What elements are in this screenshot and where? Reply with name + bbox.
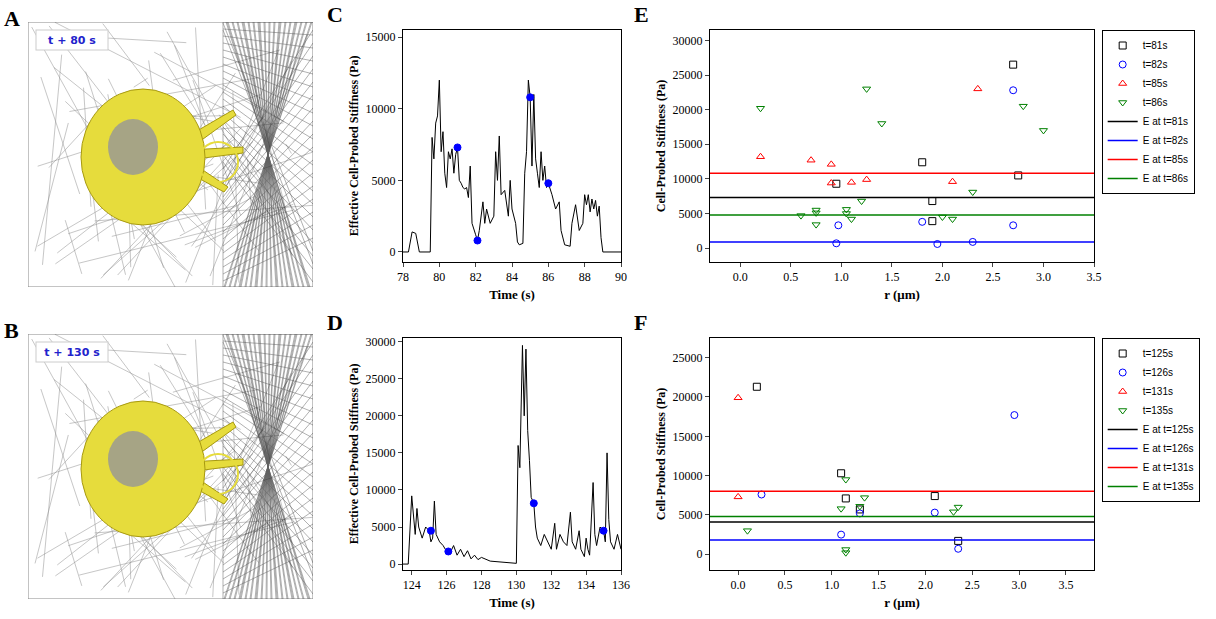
svg-text:1.0: 1.0 [824,578,839,592]
svg-text:r (μm): r (μm) [884,287,920,302]
svg-text:20000: 20000 [673,103,703,117]
svg-text:15000: 15000 [673,137,703,151]
svg-text:t=125s: t=125s [1143,348,1173,359]
html-text:A: A [4,6,20,31]
svg-text:0: 0 [697,547,703,561]
svg-text:126: 126 [438,578,456,592]
svg-text:E at t=85s: E at t=85s [1143,154,1188,165]
svg-text:10000: 10000 [366,102,396,116]
svg-text:10000: 10000 [673,469,703,483]
html-text:B: B [4,318,19,343]
svg-text:0: 0 [697,241,703,255]
svg-text:2.0: 2.0 [918,578,933,592]
svg-text:1.5: 1.5 [871,578,886,592]
svg-text:t=126s: t=126s [1143,367,1173,378]
svg-text:1.5: 1.5 [884,270,899,284]
svg-text:t=86s: t=86s [1143,97,1168,108]
svg-text:r (μm): r (μm) [884,595,920,610]
svg-text:10000: 10000 [366,483,396,497]
svg-text:25000: 25000 [673,68,703,82]
svg-text:E at t=126s: E at t=126s [1143,443,1194,454]
svg-text:128: 128 [472,578,490,592]
html-text:E: E [634,2,649,27]
svg-text:15000: 15000 [673,430,703,444]
svg-text:t=131s: t=131s [1143,386,1173,397]
svg-text:3.5: 3.5 [1087,270,1102,284]
svg-text:30000: 30000 [673,34,703,48]
svg-text:20000: 20000 [673,390,703,404]
svg-text:E at t=135s: E at t=135s [1143,481,1194,492]
svg-text:E at t=82s: E at t=82s [1143,135,1188,146]
svg-text:2.5: 2.5 [965,578,980,592]
svg-text:78: 78 [397,270,409,284]
svg-text:136: 136 [612,578,630,592]
svg-text:132: 132 [542,578,560,592]
svg-text:124: 124 [403,578,421,592]
svg-text:t + 130 s: t + 130 s [44,346,100,359]
svg-text:5000: 5000 [679,508,703,522]
svg-text:t=82s: t=82s [1143,59,1168,70]
svg-text:t=81s: t=81s [1143,40,1168,51]
svg-text:25000: 25000 [366,372,396,386]
svg-text:2.5: 2.5 [985,270,1000,284]
svg-text:Cell-Probed Stiffness (Pa): Cell-Probed Stiffness (Pa) [654,388,668,520]
svg-text:Time (s): Time (s) [489,595,535,610]
svg-text:t + 80 s: t + 80 s [48,34,96,47]
svg-text:25000: 25000 [673,351,703,365]
svg-text:0.5: 0.5 [783,270,798,284]
svg-text:5000: 5000 [372,520,396,534]
svg-text:84: 84 [506,270,518,284]
svg-text:1.0: 1.0 [834,270,849,284]
svg-text:E at t=81s: E at t=81s [1143,116,1188,127]
svg-text:5000: 5000 [372,174,396,188]
html-text:D: D [327,310,343,335]
svg-text:Effective Cell-Probed Stiffnes: Effective Cell-Probed Stiffness (Pa) [347,56,361,237]
svg-text:Cell-Probed Stiffness (Pa): Cell-Probed Stiffness (Pa) [654,80,668,212]
svg-text:E at t=131s: E at t=131s [1143,462,1194,473]
svg-text:0.5: 0.5 [777,578,792,592]
svg-text:134: 134 [577,578,595,592]
svg-text:0: 0 [390,557,396,571]
svg-text:15000: 15000 [366,30,396,44]
svg-text:82: 82 [470,270,482,284]
svg-text:80: 80 [433,270,445,284]
svg-text:88: 88 [579,270,591,284]
svg-text:Effective Cell-Probed Stiffnes: Effective Cell-Probed Stiffness (Pa) [347,364,361,545]
html-text:F: F [634,310,648,335]
svg-text:3.0: 3.0 [1036,270,1051,284]
svg-text:30000: 30000 [366,335,396,349]
svg-text:10000: 10000 [673,172,703,186]
svg-text:E at t=86s: E at t=86s [1143,173,1188,184]
svg-text:Time (s): Time (s) [489,287,535,302]
svg-text:3.5: 3.5 [1058,578,1073,592]
svg-text:130: 130 [507,578,525,592]
svg-text:t=135s: t=135s [1143,405,1173,416]
svg-text:3.0: 3.0 [1012,578,1027,592]
html-text:C: C [327,2,343,27]
svg-text:86: 86 [542,270,554,284]
svg-text:5000: 5000 [679,207,703,221]
svg-text:0.0: 0.0 [733,270,748,284]
svg-text:t=85s: t=85s [1143,78,1168,89]
svg-text:0.0: 0.0 [731,578,746,592]
svg-text:2.0: 2.0 [935,270,950,284]
svg-text:15000: 15000 [366,446,396,460]
svg-text:20000: 20000 [366,409,396,423]
svg-text:E at t=125s: E at t=125s [1143,424,1194,435]
svg-text:0: 0 [390,245,396,259]
svg-text:90: 90 [615,270,627,284]
